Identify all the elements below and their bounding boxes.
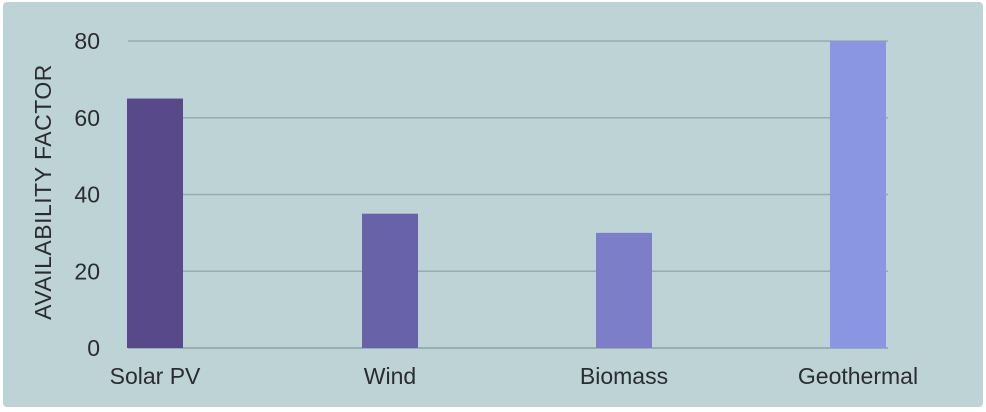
y-axis-title: AVAILABILITY FACTOR: [30, 64, 56, 320]
x-tick-label: Solar PV: [110, 363, 201, 389]
bars: [127, 41, 886, 348]
y-tick-labels: 0 20 40 60 80: [74, 28, 100, 361]
y-tick-label: 20: [74, 258, 100, 284]
x-tick-label: Geothermal: [798, 363, 918, 389]
gridlines: [128, 40, 888, 349]
bar-wind: [362, 213, 418, 348]
bar-biomass: [596, 232, 652, 348]
chart-panel: 0 20 40 60 80 Solar PV Wind Biomass Geothermal …: [3, 2, 983, 407]
bar-solar-pv: [127, 98, 183, 348]
x-tick-label: Biomass: [580, 363, 668, 389]
y-tick-label: 80: [74, 28, 100, 54]
bar-geothermal: [830, 41, 886, 348]
x-tick-label: Wind: [364, 363, 416, 389]
y-tick-label: 0: [87, 335, 100, 361]
x-tick-labels: Solar PV Wind Biomass Geothermal: [110, 363, 918, 389]
y-tick-label: 40: [74, 182, 100, 208]
y-tick-label: 60: [74, 105, 100, 131]
